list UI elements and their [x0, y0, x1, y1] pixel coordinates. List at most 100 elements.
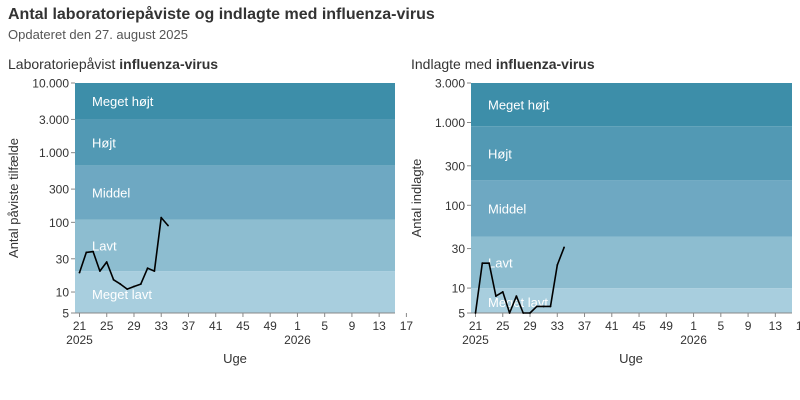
- band-label-hosp-0: Meget højt: [488, 98, 550, 113]
- data-point-lab-7: [126, 288, 129, 291]
- data-point-hosp-4: [501, 290, 504, 293]
- xtick-label-lab-12: 17: [400, 319, 414, 333]
- xtick-label-hosp-5: 41: [605, 319, 619, 333]
- chart-title-hosp: Indlagte med influenza-virus: [411, 56, 595, 72]
- xtick-label-lab-0: 21: [73, 319, 87, 333]
- band-lab-0: [75, 83, 395, 120]
- band-label-lab-4: Meget lavt: [92, 287, 152, 302]
- data-point-hosp-10: [542, 305, 545, 308]
- xtick-label-hosp-8: 1: [690, 319, 697, 333]
- xtick-label-lab-7: 49: [264, 319, 278, 333]
- ytick-label-lab-6: 3.000: [39, 113, 69, 127]
- xtick-label-lab-4: 37: [182, 319, 196, 333]
- xtick-label-lab-6: 45: [236, 319, 250, 333]
- data-point-lab-1: [85, 251, 88, 254]
- data-point-lab-2: [92, 250, 95, 253]
- band-label-lab-2: Middel: [92, 186, 130, 201]
- band-hosp-2: [471, 180, 792, 237]
- data-point-lab-9: [139, 283, 142, 285]
- data-point-hosp-1: [481, 262, 484, 265]
- data-point-hosp-11: [549, 305, 552, 308]
- ytick-label-hosp-4: 300: [445, 159, 465, 173]
- data-point-lab-6: [119, 283, 122, 285]
- data-point-lab-8: [133, 285, 135, 288]
- band-lab-4: [75, 271, 395, 313]
- ytick-label-lab-1: 10: [56, 286, 70, 300]
- data-point-lab-12: [160, 216, 163, 219]
- xtick-label-hosp-2: 29: [523, 319, 537, 333]
- xtick-label-hosp-1: 25: [496, 319, 510, 333]
- xtick-label-lab-2: 29: [127, 319, 141, 333]
- ytick-label-hosp-2: 30: [452, 242, 466, 256]
- data-point-hosp-3: [495, 295, 497, 298]
- xtick-label-lab-11: 13: [372, 319, 386, 333]
- xtick-label-hosp-4: 37: [578, 319, 592, 333]
- year-label-lab-1: 2026: [284, 333, 311, 347]
- ylabel-lab: Antal påviste tilfælde: [6, 138, 21, 258]
- data-point-lab-5: [112, 278, 115, 281]
- band-lab-1: [75, 119, 395, 166]
- data-point-hosp-9: [535, 305, 538, 308]
- ytick-label-hosp-3: 100: [445, 199, 465, 213]
- xtick-label-lab-8: 1: [294, 319, 301, 333]
- xtick-label-hosp-0: 21: [469, 319, 483, 333]
- band-label-hosp-1: Højt: [488, 146, 512, 161]
- chart-title-hosp-prefix: Indlagte med: [411, 56, 496, 72]
- data-point-hosp-6: [515, 295, 518, 298]
- band-label-lab-1: Højt: [92, 136, 116, 151]
- data-point-lab-13: [167, 224, 169, 227]
- ylabel-hosp: Antal indlagte: [409, 159, 424, 238]
- data-point-lab-0: [78, 271, 81, 274]
- data-point-hosp-13: [563, 246, 565, 249]
- xtick-label-hosp-12: 17: [796, 319, 800, 333]
- data-point-hosp-8: [529, 312, 531, 314]
- band-hosp-3: [471, 236, 792, 289]
- year-label-hosp-0: 2025: [462, 333, 489, 347]
- xtick-label-lab-1: 25: [100, 319, 114, 333]
- series-line-lab-0: [78, 216, 169, 290]
- data-point-lab-10: [146, 267, 149, 270]
- band-lab-2: [75, 165, 395, 220]
- data-point-hosp-0: [474, 312, 477, 314]
- band-hosp-0: [471, 83, 792, 127]
- page-title: Antal laboratoriepåviste og indlagte med…: [8, 6, 435, 23]
- ytick-label-lab-3: 100: [49, 216, 69, 230]
- ytick-label-lab-7: 10.000: [32, 77, 69, 91]
- data-point-lab-3: [99, 270, 101, 272]
- band-hosp-4: [471, 288, 792, 313]
- band-hosp-1: [471, 126, 792, 181]
- year-label-lab-0: 2025: [66, 333, 93, 347]
- xtick-label-hosp-7: 49: [660, 319, 674, 333]
- ytick-label-lab-2: 30: [56, 252, 70, 266]
- chart-title-lab-prefix: Laboratoriepåvist: [8, 56, 120, 72]
- series-line-hosp-0: [474, 247, 565, 314]
- xlabel-hosp: Uge: [619, 351, 643, 366]
- xtick-label-lab-10: 9: [349, 319, 356, 333]
- xtick-label-hosp-9: 5: [717, 319, 724, 333]
- page-subtitle: Opdateret den 27. august 2025: [8, 27, 188, 42]
- band-label-lab-3: Lavt: [92, 238, 117, 253]
- ytick-label-lab-0: 5: [62, 307, 69, 321]
- ytick-label-hosp-5: 1.000: [435, 116, 465, 130]
- year-label-hosp-1: 2026: [680, 333, 707, 347]
- xtick-label-lab-5: 41: [209, 319, 223, 333]
- band-lab-3: [75, 219, 395, 272]
- band-label-hosp-3: Lavt: [488, 255, 513, 270]
- xtick-label-hosp-6: 45: [632, 319, 646, 333]
- data-point-hosp-12: [556, 264, 559, 266]
- xtick-label-hosp-10: 9: [745, 319, 752, 333]
- xtick-label-lab-9: 5: [321, 319, 328, 333]
- xlabel-lab: Uge: [223, 351, 247, 366]
- band-label-lab-0: Meget højt: [92, 94, 154, 109]
- ytick-label-lab-4: 300: [49, 183, 69, 197]
- chart-title-hosp-bold: influenza-virus: [495, 56, 595, 72]
- chart-title-lab: Laboratoriepåvist influenza-virus: [8, 56, 218, 72]
- ytick-label-hosp-6: 3.000: [435, 77, 465, 91]
- data-point-lab-4: [105, 261, 108, 263]
- xtick-label-hosp-11: 13: [769, 319, 783, 333]
- xtick-label-hosp-3: 33: [551, 319, 565, 333]
- data-point-hosp-7: [522, 312, 525, 314]
- data-point-lab-11: [153, 270, 156, 272]
- ytick-label-hosp-0: 5: [458, 307, 465, 321]
